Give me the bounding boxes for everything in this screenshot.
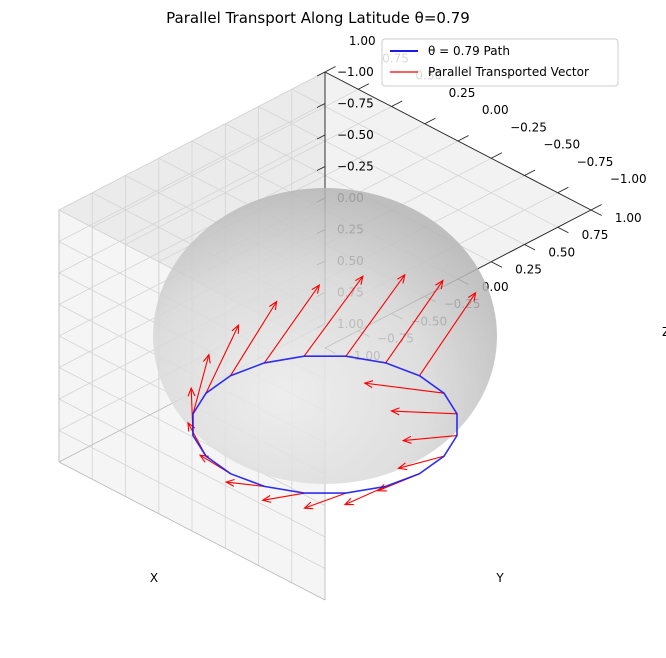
sphere-body	[153, 188, 497, 484]
transport-vector	[192, 354, 210, 414]
transport-vector	[385, 280, 444, 364]
x-tick	[491, 261, 503, 268]
y-tick-label: 0.00	[482, 103, 509, 117]
x-tick	[557, 226, 569, 234]
y-grid-line	[158, 123, 425, 514]
z-axis-label: Z	[662, 325, 666, 339]
y-tick	[524, 169, 536, 176]
transport-vector-head	[224, 478, 235, 487]
z-tick-label: −0.25	[337, 160, 374, 174]
y-tick-label: −0.75	[577, 155, 614, 169]
transport-vector	[419, 292, 477, 376]
transport-vector-head	[202, 353, 211, 364]
x-tick	[590, 209, 602, 216]
transport-vector	[304, 492, 347, 509]
y-tick	[590, 204, 602, 211]
transport-vector	[262, 492, 305, 501]
transport-vector-head	[397, 462, 408, 471]
x-tick-label: 1.00	[615, 211, 642, 225]
x-tick-label: 0.75	[582, 228, 609, 242]
y-grid-line	[91, 88, 359, 480]
legend: θ = 0.79 Path Parallel Transported Vecto…	[381, 38, 619, 87]
y-tick	[424, 117, 436, 125]
transport-vector-head	[261, 495, 272, 503]
x-axis-label: X	[150, 571, 158, 585]
y-tick-label: −0.50	[543, 138, 580, 152]
y-axis-label: Y	[495, 571, 504, 585]
transport-vector	[230, 301, 278, 376]
transport-vector	[226, 481, 265, 487]
x-tick	[524, 244, 536, 251]
z-tick	[316, 103, 326, 108]
transport-vector-head	[468, 291, 477, 302]
y-tick	[491, 152, 503, 159]
z-tick	[316, 71, 326, 77]
transport-vector	[205, 324, 240, 394]
latitude-path	[192, 355, 458, 494]
y-tick	[391, 100, 403, 107]
y-tick	[358, 83, 370, 90]
transport-vector	[303, 275, 364, 357]
y-tick-label: −0.25	[510, 120, 547, 134]
transport-vector-head	[311, 283, 321, 294]
y-tick-label: 1.00	[349, 34, 376, 48]
x-tick-label: 0.50	[548, 245, 575, 259]
latitude-path-line	[192, 355, 458, 494]
transport-vector-head	[269, 300, 278, 311]
x-tick-label: 0.25	[515, 263, 542, 277]
y-tick	[457, 135, 469, 142]
transport-vector-head	[355, 275, 364, 285]
transport-vector-head	[401, 435, 412, 444]
transport-vector	[391, 410, 457, 415]
legend-path-label: θ = 0.79 Path	[428, 44, 510, 58]
transport-vector	[398, 455, 445, 469]
transport-vector	[364, 382, 445, 394]
y-tick	[557, 186, 569, 194]
transport-vector-head	[231, 323, 240, 334]
transport-vector	[345, 274, 406, 357]
z-tick-label: −1.00	[337, 65, 374, 79]
transport-vector-head	[435, 279, 444, 290]
transport-vector	[263, 284, 320, 364]
z-tick-label: −0.50	[337, 128, 374, 142]
legend-box	[381, 38, 619, 87]
z-tick	[316, 134, 326, 140]
y-tick-label: 0.25	[449, 86, 476, 100]
transport-vector-head	[397, 273, 406, 284]
y-grid-line	[125, 106, 392, 497]
transport-vector-head	[343, 497, 354, 506]
z-tick	[316, 166, 326, 171]
y-tick-label: −1.00	[610, 172, 647, 186]
transport-vector-head	[363, 380, 374, 389]
y-tick	[324, 66, 336, 73]
chart-title: Parallel Transport Along Latitude θ=0.79	[166, 9, 470, 27]
transport-vector	[403, 434, 458, 442]
transport-vector-head	[303, 501, 314, 510]
transport-vector-head	[187, 386, 196, 397]
sphere-surface	[153, 188, 497, 484]
legend-vector-label: Parallel Transported Vector	[428, 65, 589, 79]
z-tick-label: −0.75	[337, 97, 374, 111]
transport-vector-head	[390, 407, 400, 416]
top-left-edge	[58, 461, 326, 601]
